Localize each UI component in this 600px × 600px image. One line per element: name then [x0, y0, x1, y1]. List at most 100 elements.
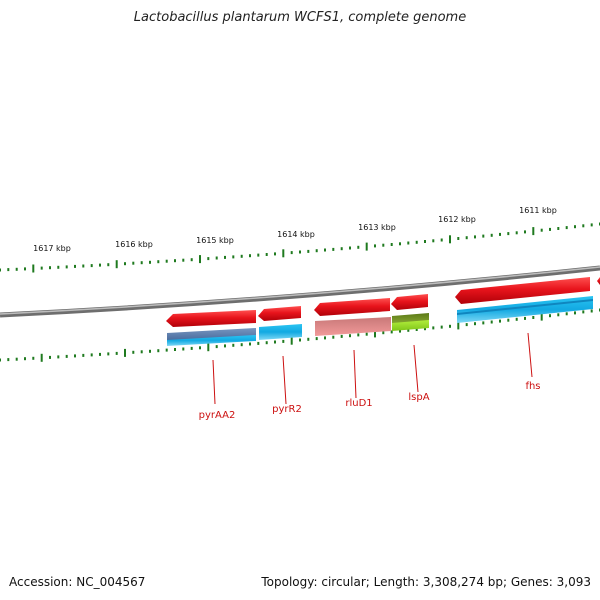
major-tick — [457, 321, 460, 330]
cds-arrow-pyrR2[interactable] — [258, 306, 301, 321]
minor-tick — [274, 252, 276, 256]
map-title: Lactobacillus plantarum WCFS1, complete … — [133, 10, 467, 25]
minor-tick — [157, 260, 160, 264]
minor-tick — [424, 240, 426, 243]
minor-tick — [399, 329, 401, 333]
minor-tick — [574, 311, 576, 315]
minor-tick — [215, 256, 218, 260]
minor-tick — [24, 267, 26, 271]
minor-tick — [99, 263, 101, 267]
minor-tick — [0, 358, 1, 362]
minor-tick — [140, 350, 143, 354]
gene-label-lspA[interactable]: lspA — [408, 392, 429, 403]
scale-labels: 1617 kbp 1616 kbp 1615 kbp 1614 kbp 1613… — [33, 206, 557, 253]
minor-tick — [157, 349, 160, 353]
minor-tick — [174, 348, 176, 351]
minor-tick — [107, 263, 110, 267]
minor-tick — [82, 264, 85, 268]
minor-tick — [332, 335, 335, 339]
gene-label-pyrAA2[interactable]: pyrAA2 — [199, 410, 236, 421]
minor-tick — [149, 260, 151, 264]
minor-tick — [182, 258, 185, 262]
minor-tick — [482, 321, 485, 325]
minor-tick — [449, 324, 451, 328]
minor-tick — [324, 336, 326, 340]
minor-tick — [507, 232, 510, 236]
major-tick — [115, 260, 118, 269]
minor-tick — [524, 316, 526, 320]
minor-tick — [190, 258, 193, 262]
cds-arrow-partial[interactable] — [597, 277, 600, 285]
minor-tick — [74, 354, 76, 358]
major-tick — [532, 227, 535, 236]
minor-tick — [15, 357, 18, 361]
minor-tick — [440, 325, 443, 329]
minor-tick — [340, 247, 343, 251]
major-tick — [199, 255, 201, 264]
minor-tick — [457, 237, 460, 240]
minor-tick — [532, 316, 535, 319]
minor-tick — [565, 226, 568, 230]
minor-tick — [349, 334, 351, 338]
minor-tick — [390, 243, 393, 246]
minor-tick — [540, 228, 543, 232]
feature-band-rluD1 — [315, 317, 391, 336]
minor-tick — [40, 266, 43, 270]
minor-tick — [524, 230, 526, 234]
minor-tick — [474, 235, 476, 239]
feature-band-fhs-stripe — [457, 299, 593, 315]
minor-tick — [515, 231, 518, 235]
minor-tick — [499, 232, 501, 236]
minor-tick — [174, 259, 176, 263]
minor-tick — [299, 338, 301, 342]
minor-tick — [207, 257, 210, 261]
major-tick — [207, 343, 210, 352]
outer-scale-ticks — [0, 222, 600, 273]
major-tick — [449, 235, 451, 244]
minor-tick — [7, 358, 10, 362]
minor-tick — [549, 227, 551, 231]
accession-text: Accession: NC_004567 — [9, 575, 146, 589]
major-tick — [374, 329, 376, 338]
minor-tick — [382, 243, 385, 247]
minor-tick — [49, 355, 51, 359]
minor-tick — [307, 249, 310, 253]
minor-tick — [590, 223, 593, 227]
scale-label: 1616 kbp — [115, 240, 153, 249]
feature-track — [167, 296, 593, 346]
minor-tick — [132, 350, 135, 354]
cds-arrow-fhs[interactable] — [455, 277, 590, 304]
cds-arrow-pyrAA2[interactable] — [166, 310, 256, 327]
minor-tick — [82, 353, 85, 357]
minor-tick — [557, 227, 560, 230]
scale-label: 1614 kbp — [277, 230, 315, 239]
minor-tick — [124, 262, 126, 266]
minor-tick — [382, 331, 385, 335]
minor-tick — [24, 357, 26, 361]
minor-tick — [257, 253, 260, 257]
minor-tick — [574, 225, 576, 229]
minor-tick — [482, 234, 485, 238]
minor-tick — [165, 259, 168, 263]
minor-tick — [32, 356, 35, 360]
minor-tick — [465, 236, 468, 240]
minor-tick — [274, 340, 276, 344]
minor-tick — [499, 319, 501, 323]
feature-band-pyrAA2-slate — [167, 328, 256, 341]
minor-tick — [74, 264, 76, 268]
cds-arrow-lspA[interactable] — [391, 294, 428, 310]
gene-label-rluD1[interactable]: rluD1 — [345, 398, 372, 409]
minor-tick — [407, 328, 410, 332]
gene-label-fhs[interactable]: fhs — [525, 381, 540, 392]
minor-tick — [7, 268, 10, 272]
minor-tick — [240, 254, 243, 258]
minor-tick — [182, 347, 185, 351]
minor-tick — [515, 317, 518, 321]
minor-tick — [415, 240, 418, 244]
scale-label: 1617 kbp — [33, 244, 71, 253]
minor-tick — [65, 354, 68, 358]
gene-label-pyrR2[interactable]: pyrR2 — [272, 404, 302, 415]
cds-arrow-rluD1[interactable] — [314, 298, 390, 316]
genome-summary: Topology: circular; Length: 3,308,274 bp… — [261, 575, 591, 589]
minor-tick — [249, 342, 251, 346]
